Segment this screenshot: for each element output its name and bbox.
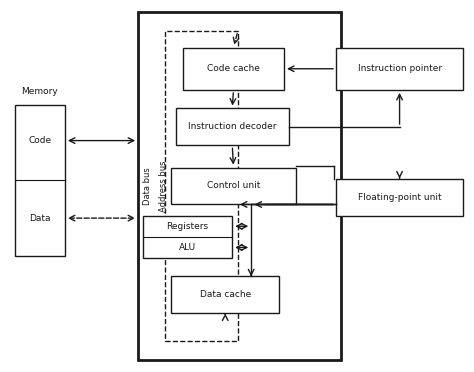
Bar: [165, 31, 238, 341]
Bar: [183, 48, 284, 90]
Bar: [138, 13, 341, 359]
Text: Code cache: Code cache: [207, 64, 260, 73]
Text: Control unit: Control unit: [207, 182, 260, 190]
Bar: [171, 276, 279, 313]
Bar: [176, 109, 289, 145]
Text: Floating-point unit: Floating-point unit: [358, 193, 441, 202]
Text: Address bus: Address bus: [159, 160, 168, 212]
Text: Instruction pointer: Instruction pointer: [357, 64, 442, 73]
Text: Data bus: Data bus: [143, 167, 152, 205]
Text: Instruction decoder: Instruction decoder: [188, 122, 276, 131]
Text: Data: Data: [29, 214, 51, 222]
Bar: [171, 167, 296, 205]
Text: Memory: Memory: [21, 87, 58, 96]
Bar: [336, 48, 463, 90]
Text: ALU: ALU: [179, 243, 196, 252]
Text: Registers: Registers: [166, 222, 209, 231]
Bar: [143, 215, 232, 258]
Text: Code: Code: [28, 136, 51, 145]
Text: Data cache: Data cache: [200, 291, 251, 299]
Bar: [336, 179, 463, 215]
Bar: [15, 105, 65, 256]
